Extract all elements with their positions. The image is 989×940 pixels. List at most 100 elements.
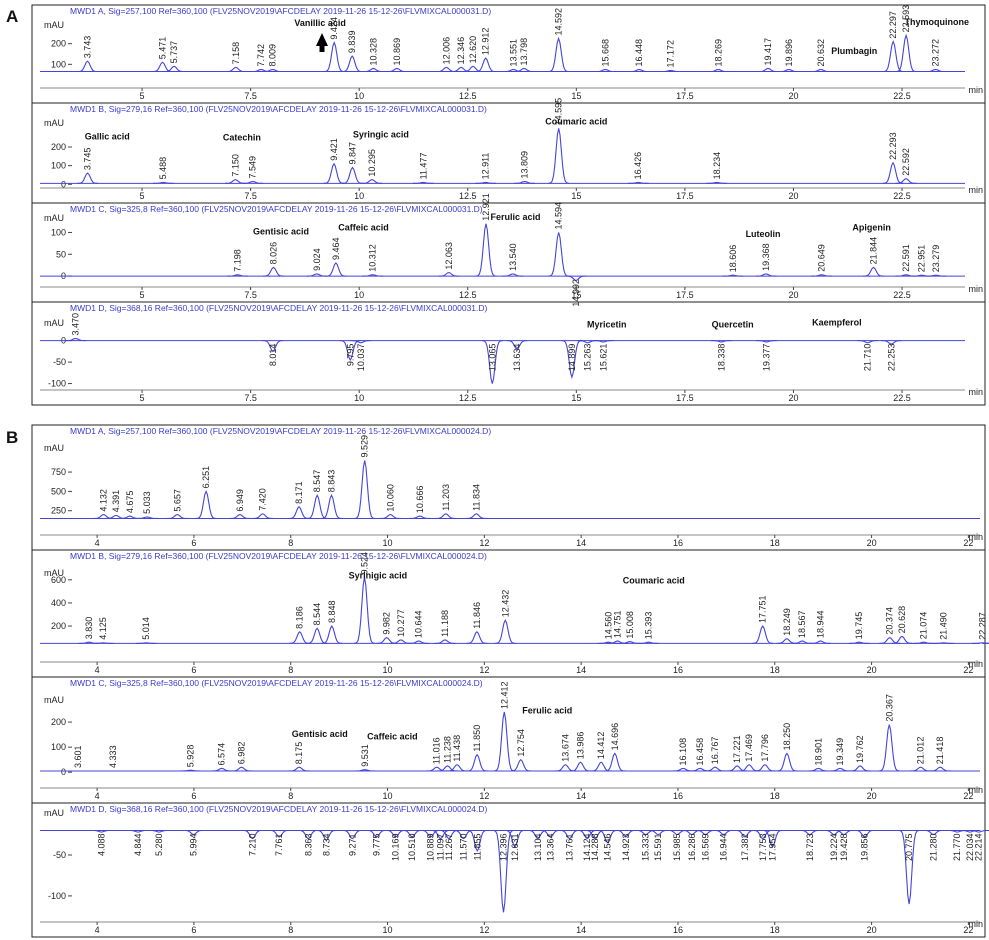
frame-b bbox=[31, 424, 986, 938]
peak-label: 14.546 bbox=[603, 833, 613, 861]
peak bbox=[863, 266, 884, 277]
peak bbox=[481, 340, 503, 384]
peak bbox=[362, 274, 384, 277]
peak-label: 18.338 bbox=[716, 344, 726, 372]
peak-label: 11.855 bbox=[472, 833, 482, 860]
y-tick-label: 0 bbox=[61, 179, 66, 189]
peak bbox=[829, 767, 851, 772]
peak-label: 8.843 bbox=[327, 470, 337, 493]
peak bbox=[752, 829, 774, 840]
y-tick-label: -100 bbox=[48, 891, 66, 901]
peak-label: 8.009 bbox=[268, 44, 278, 67]
peak bbox=[807, 767, 829, 772]
x-tick-label: 5 bbox=[140, 290, 145, 300]
y-tick-label: 50 bbox=[56, 249, 66, 259]
peak-label: 11.570 bbox=[459, 833, 469, 860]
peak bbox=[584, 829, 606, 840]
x-tick-label: 12.5 bbox=[459, 91, 477, 101]
peak-label: 7.198 bbox=[233, 249, 243, 272]
peak-label: 21.770 bbox=[952, 833, 962, 861]
peak-label: 16.944 bbox=[719, 833, 729, 861]
x-axis-label: min bbox=[968, 919, 983, 929]
peak bbox=[127, 829, 149, 833]
peak bbox=[513, 67, 535, 73]
peak-label: 6.251 bbox=[201, 466, 211, 489]
x-tick-label: 7.5 bbox=[244, 290, 257, 300]
peak-label: 3.830 bbox=[84, 617, 94, 640]
x-tick-label: 7.5 bbox=[244, 393, 257, 403]
x-tick-label: 22 bbox=[963, 925, 973, 935]
peak-label: 17.753 bbox=[758, 833, 768, 861]
peak bbox=[882, 40, 904, 73]
x-tick-label: 16 bbox=[673, 538, 683, 548]
peak-label: 14.592 bbox=[554, 8, 564, 36]
peak bbox=[514, 180, 535, 184]
y-tick-label: 600 bbox=[51, 575, 66, 585]
y-tick-label: 100 bbox=[51, 227, 66, 237]
peak bbox=[895, 33, 917, 73]
peak-label: 12.346 bbox=[456, 37, 466, 65]
y-axis-label: mAU bbox=[44, 808, 64, 818]
peak-label: 14.923 bbox=[621, 833, 631, 861]
peak bbox=[475, 57, 497, 73]
x-tick-label: 10 bbox=[354, 290, 364, 300]
peak-label: 5.928 bbox=[185, 745, 195, 768]
peak bbox=[695, 829, 716, 836]
peak bbox=[354, 577, 375, 644]
peak-label: 5.657 bbox=[172, 489, 182, 512]
peak bbox=[390, 639, 412, 644]
peak-label: 5.033 bbox=[142, 491, 152, 514]
peak-label: 8.848 bbox=[327, 600, 337, 623]
peak-label: 19.224 bbox=[829, 833, 839, 861]
peak-label: 16.569 bbox=[701, 833, 711, 861]
x-tick-label: 6 bbox=[191, 925, 196, 935]
peak-label: 4.333 bbox=[108, 745, 118, 768]
peak-label: 11.188 bbox=[440, 610, 450, 637]
x-tick-label: 16 bbox=[673, 925, 683, 935]
peak-label: 6.982 bbox=[236, 742, 246, 765]
peak-label: 11.097 bbox=[436, 833, 446, 860]
x-tick-label: 20 bbox=[867, 538, 877, 548]
x-tick-label: 22.5 bbox=[893, 191, 911, 201]
peak-label: 4.132 bbox=[99, 489, 109, 512]
peak bbox=[426, 766, 448, 772]
compound-name: Thymoquinone bbox=[905, 17, 970, 27]
x-tick-label: 17.5 bbox=[676, 290, 694, 300]
peak-label: 22.297 bbox=[888, 11, 898, 39]
x-tick-label: 6 bbox=[191, 791, 196, 801]
y-tick-label: -50 bbox=[53, 357, 66, 367]
y-tick-label: 200 bbox=[51, 142, 66, 152]
peak-label: 17.221 bbox=[732, 735, 742, 763]
peak-label: 18.723 bbox=[805, 833, 815, 861]
x-tick-label: 5 bbox=[140, 91, 145, 101]
peak bbox=[597, 829, 618, 844]
peak bbox=[435, 66, 457, 73]
peak bbox=[791, 640, 813, 644]
x-tick-label: 22.5 bbox=[893, 91, 911, 101]
peak-label: 11.846 bbox=[472, 602, 482, 629]
peak-label: 12.754 bbox=[516, 729, 526, 757]
peak-label: 13.761 bbox=[565, 833, 575, 861]
x-tick-label: 7.5 bbox=[244, 191, 257, 201]
x-tick-label: 20 bbox=[788, 91, 798, 101]
panel-header: MWD1 B, Sig=279,16 Ref=360,100 (FLV25NOV… bbox=[70, 104, 487, 114]
compound-name: Coumaric acid bbox=[623, 575, 685, 585]
peak-label: 14.595 bbox=[554, 98, 564, 126]
x-tick-label: 10 bbox=[383, 925, 393, 935]
x-tick-label: 10 bbox=[383, 665, 393, 675]
peak-label: 15.985 bbox=[672, 833, 682, 861]
peak-label: 7.420 bbox=[258, 488, 268, 511]
peak-label: 15.668 bbox=[600, 39, 610, 67]
y-tick-label: 100 bbox=[51, 742, 66, 752]
peak-label: 5.471 bbox=[158, 37, 168, 60]
peak-label: 19.417 bbox=[763, 38, 773, 66]
peak-label: 15.621 bbox=[598, 344, 608, 372]
x-tick-label: 8 bbox=[288, 791, 293, 801]
peak bbox=[776, 638, 798, 644]
y-tick-label: 500 bbox=[51, 486, 66, 496]
peak-label: 12.396 bbox=[499, 833, 509, 861]
x-tick-label: 14 bbox=[576, 791, 586, 801]
peak bbox=[710, 340, 732, 343]
x-tick-label: 5 bbox=[140, 393, 145, 403]
